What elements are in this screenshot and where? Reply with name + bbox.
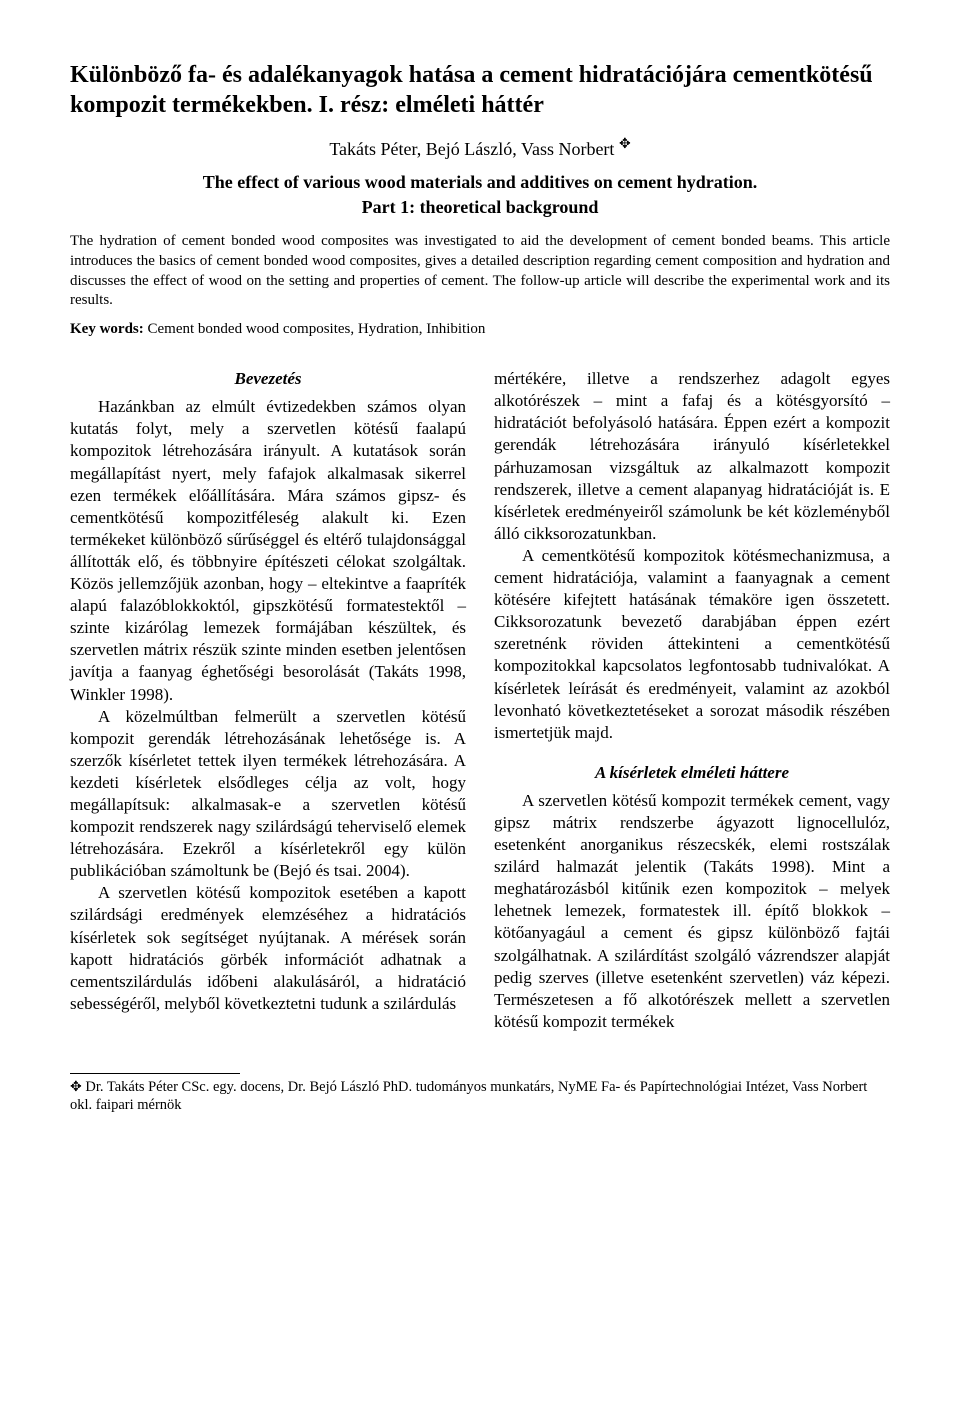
footnote-body: Dr. Takáts Péter CSc. egy. docens, Dr. B… — [70, 1079, 867, 1114]
english-title-line1: The effect of various wood materials and… — [70, 172, 890, 193]
left-para-1: Hazánkban az elmúlt évtizedekben számos … — [70, 396, 466, 705]
section-heading-elmeleti: A kísérletek elméleti háttere — [494, 762, 890, 784]
english-title-line2: Part 1: theoretical background — [70, 197, 890, 218]
footnote-separator — [70, 1073, 240, 1074]
left-para-3: A szervetlen kötésű kompozitok esetében … — [70, 882, 466, 1015]
body-columns: Bevezetés Hazánkban az elmúlt évtizedekb… — [70, 368, 890, 1033]
keywords-label: Key words: — [70, 321, 144, 337]
section-heading-bevezetes: Bevezetés — [70, 368, 466, 390]
footnote-marker-icon: ✥ — [70, 1080, 82, 1095]
right-column: mértékére, illetve a rendszerhez adagolt… — [494, 368, 890, 1033]
right-para-3: A szervetlen kötésű kompozit termékek ce… — [494, 790, 890, 1033]
paper-title: Különböző fa- és adalékanyagok hatása a … — [70, 60, 890, 120]
left-column: Bevezetés Hazánkban az elmúlt évtizedekb… — [70, 368, 466, 1033]
abstract-text: The hydration of cement bonded wood comp… — [70, 232, 890, 311]
keywords-line: Key words: Cement bonded wood composites… — [70, 321, 890, 338]
keywords-text: Cement bonded wood composites, Hydration… — [144, 321, 486, 337]
footnote-text: ✥ Dr. Takáts Péter CSc. egy. docens, Dr.… — [70, 1078, 890, 1115]
authors-names: Takáts Péter, Bejó László, Vass Norbert — [329, 139, 614, 159]
authors-line: Takáts Péter, Bejó László, Vass Norbert … — [70, 136, 890, 160]
right-para-2: A cementkötésű kompozitok kötésmechanizm… — [494, 545, 890, 744]
right-para-1: mértékére, illetve a rendszerhez adagolt… — [494, 368, 890, 545]
footnote-marker-icon: ✥ — [619, 137, 631, 152]
left-para-2: A közelmúltban felmerült a szervetlen kö… — [70, 706, 466, 883]
